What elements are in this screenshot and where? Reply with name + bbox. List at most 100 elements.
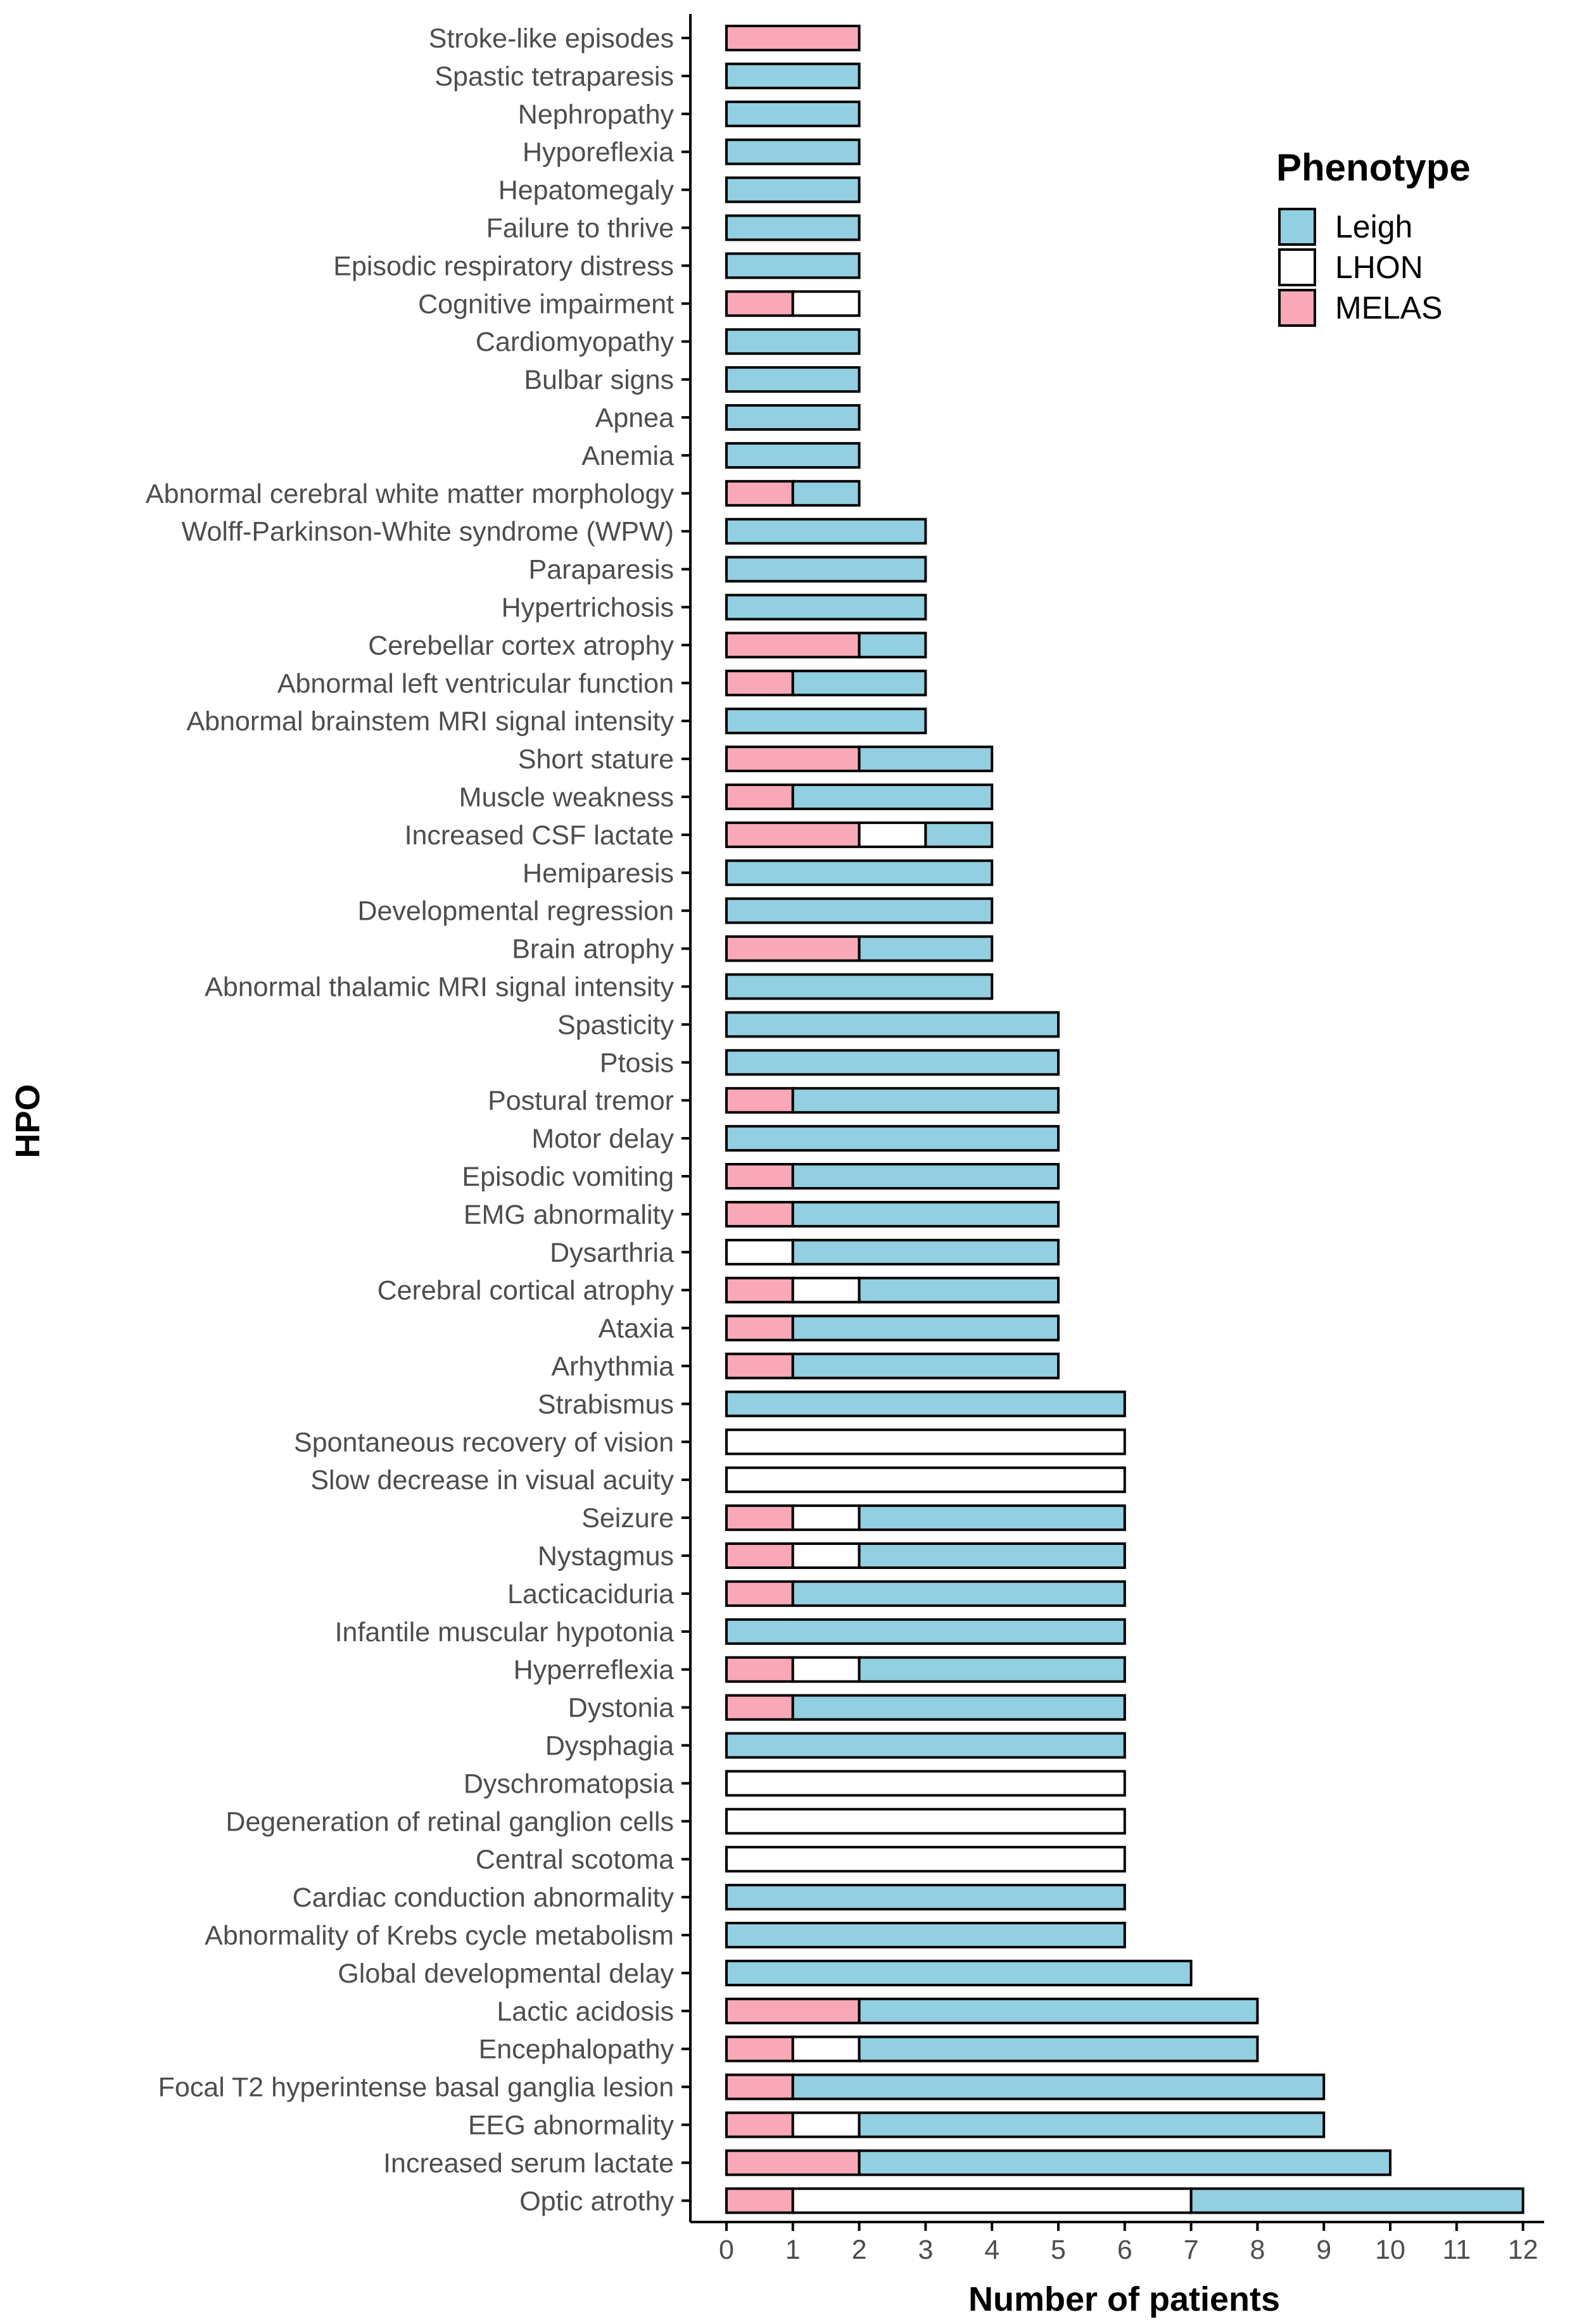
bar-leigh (725, 859, 994, 886)
bar-lhon (725, 1428, 1126, 1456)
bar-leigh (858, 1504, 1126, 1532)
y-tick-label: Strabismus (538, 1389, 674, 1419)
y-tick-label: Bulbar signs (524, 365, 674, 395)
legend-entries: Leigh LHON MELAS (1278, 208, 1443, 327)
y-tick-label: Slow decrease in visual acuity (310, 1465, 674, 1495)
y-tick-label: Cognitive impairment (418, 289, 674, 319)
bar-leigh (791, 2073, 1326, 2100)
y-tick-label: Brain atrophy (512, 934, 674, 965)
legend-label-lhon: LHON (1335, 250, 1423, 285)
y-tick-label: Increased serum lactate (383, 2148, 674, 2178)
bar-melas (725, 1656, 794, 1683)
y-axis-title: HPO (9, 1084, 47, 1158)
bar-melas (725, 2187, 794, 2214)
legend-label-melas: MELAS (1335, 290, 1443, 326)
bar-melas (725, 479, 794, 507)
bar-leigh (725, 897, 994, 924)
bar-leigh (791, 1238, 1060, 1266)
y-tick-label: Abnormal cerebral white matter morpholog… (146, 479, 675, 509)
bar-leigh (725, 518, 927, 545)
y-tick-label: Nystagmus (538, 1541, 674, 1572)
y-tick-label: Cerebral cortical atrophy (377, 1276, 675, 1306)
bar-leigh (924, 821, 994, 848)
y-tick-label: Muscle weakness (459, 782, 674, 813)
bar-leigh (725, 176, 861, 203)
y-tick-label: Hyporeflexia (523, 137, 674, 168)
y-tick-label: Arhythmia (551, 1352, 674, 1382)
y-ticks (681, 37, 690, 2202)
legend-title: Phenotype (1276, 146, 1471, 189)
bar-melas (725, 1352, 794, 1380)
bar-melas (725, 821, 861, 848)
y-tick-label: Encephalopathy (479, 2035, 675, 2065)
bar-melas (725, 1542, 794, 1569)
bar-melas (725, 935, 861, 962)
bar-leigh (858, 1997, 1259, 2024)
bar-leigh (725, 1049, 1060, 1076)
x-tick-label: 11 (1442, 2235, 1471, 2265)
y-tick-labels: Stroke-like episodes Spastic tetraparesis… (146, 23, 675, 2216)
x-tick-label: 1 (785, 2235, 801, 2265)
y-tick-label: Optic atrothy (519, 2186, 674, 2216)
bar-lhon (791, 1276, 861, 1304)
y-tick-label: Ataxia (598, 1314, 674, 1344)
y-tick-label: Dystonia (568, 1693, 674, 1724)
bar-leigh (858, 746, 994, 773)
y-tick-label: Episodic respiratory distress (333, 251, 674, 281)
bar-leigh (725, 1884, 1126, 1911)
bar-melas (725, 1087, 794, 1114)
bar-leigh (725, 100, 861, 127)
bar-melas (725, 670, 794, 697)
y-tick-label: Infantile muscular hypotonia (335, 1617, 675, 1648)
x-tick-label: 10 (1375, 2235, 1405, 2265)
bar-melas (725, 746, 861, 773)
bar-leigh (791, 1087, 1060, 1114)
y-tick-label: Hyperreflexia (514, 1655, 674, 1686)
bar-melas (725, 290, 794, 317)
bar-leigh (858, 2149, 1391, 2176)
bar-melas (725, 784, 794, 810)
bar-leigh (725, 1732, 1126, 1759)
bar-leigh (725, 366, 861, 393)
x-axis-title: Number of patients (968, 2280, 1280, 2318)
legend-swatch-melas (1278, 289, 1316, 327)
bar-lhon (725, 1770, 1126, 1797)
x-tick-label: 2 (852, 2235, 867, 2265)
y-tick-label: Ptosis (600, 1048, 674, 1078)
y-tick-label: Seizure (581, 1503, 674, 1533)
bar-leigh (725, 1959, 1193, 1986)
bar-leigh (791, 1314, 1060, 1342)
bar-melas (725, 1163, 794, 1190)
bar-lhon (858, 821, 927, 848)
bar-leigh (725, 62, 861, 89)
x-ticks (725, 2222, 1524, 2231)
bar-leigh (791, 1200, 1060, 1228)
bar-leigh (725, 252, 861, 279)
bar-melas (725, 1276, 794, 1304)
bar-leigh (725, 594, 927, 621)
y-tick-label: Lacticaciduria (507, 1579, 674, 1610)
y-tick-label: Abnormality of Krebs cycle metabolism (205, 1921, 674, 1951)
x-tick-label: 6 (1117, 2235, 1132, 2265)
bar-leigh (791, 670, 927, 697)
bar-lhon (791, 1504, 861, 1532)
bar-leigh (858, 632, 927, 659)
legend-label-leigh: Leigh (1335, 209, 1412, 244)
y-tick-label: Cardiac conduction abnormality (293, 1883, 675, 1913)
bar-lhon (791, 290, 861, 317)
bar-melas (725, 25, 861, 51)
x-tick-label: 3 (918, 2235, 933, 2265)
y-tick-label: Central scotoma (476, 1845, 674, 1875)
bar-lhon (725, 1808, 1126, 1835)
bar-melas (725, 1504, 794, 1532)
y-tick-label: Degeneration of retinal ganglion cells (225, 1806, 674, 1837)
x-tick-label: 9 (1316, 2235, 1331, 2265)
x-tick-label: 12 (1508, 2235, 1538, 2265)
y-tick-label: Nephropathy (518, 99, 675, 130)
y-tick-label: Stroke-like episodes (429, 23, 674, 54)
bar-leigh (725, 708, 927, 735)
bar-leigh (725, 973, 994, 1000)
y-tick-label: Hypertrichosis (502, 593, 674, 623)
y-tick-label: Dysarthria (550, 1238, 674, 1268)
y-tick-label: Focal T2 hyperintense basal ganglia lesi… (158, 2073, 674, 2103)
